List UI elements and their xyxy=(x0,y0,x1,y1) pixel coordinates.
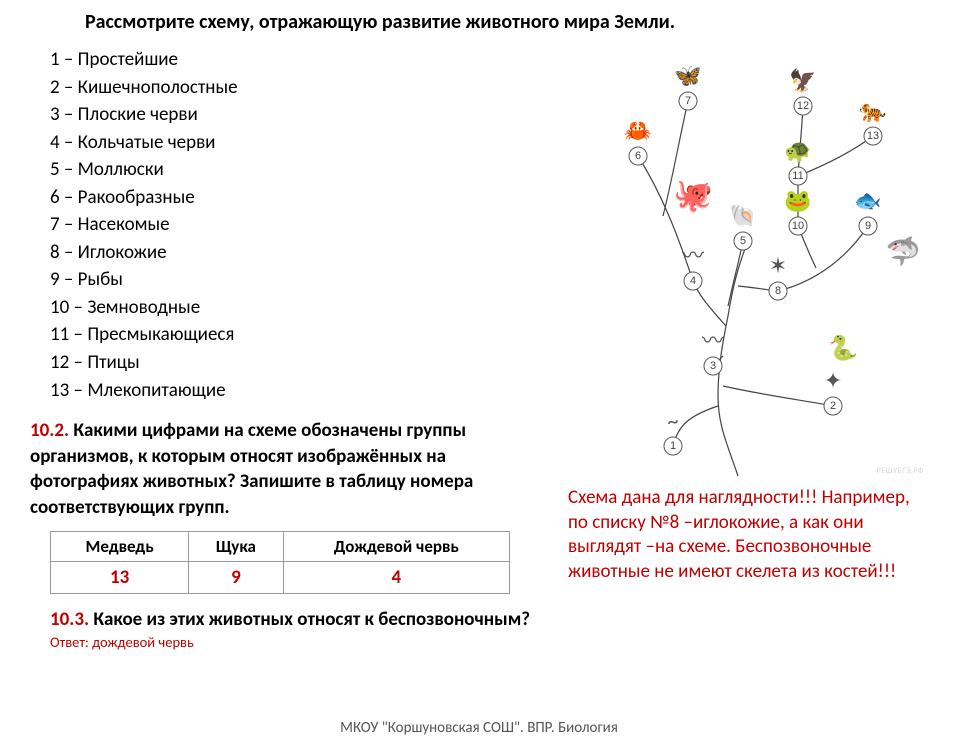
legend-item: 5 – Моллюски xyxy=(50,156,548,184)
animal-glyph-10: 🐸 xyxy=(784,187,811,214)
table-cell: 9 xyxy=(189,561,284,593)
octopus-icon: 🐙 xyxy=(673,176,713,215)
evolution-tree-diagram: 🐙 🦈 🐍 ~1 ✦ 2 〰 3 〰 4 🐚 5 🦀 6 🦋 7 ✶ 8 🐟 9 🐸 10 🐢 11 🦅 12 🐅 13 РЕШ… xyxy=(568,46,928,476)
legend-list: 1 – Простейшие 2 – Кишечнополостные 3 – … xyxy=(30,46,548,404)
snake-icon: 🐍 xyxy=(828,334,858,363)
node-label-8: 8 xyxy=(775,285,781,297)
question-number: 10.3. xyxy=(50,608,89,631)
answer-line: Ответ: дождевой червь xyxy=(50,633,548,651)
content-row: 1 – Простейшие 2 – Кишечнополостные 3 – … xyxy=(30,46,928,651)
legend-item: 4 – Кольчатые черви xyxy=(50,129,548,157)
animal-glyph-1: ~ xyxy=(668,407,679,434)
legend-item: 6 – Ракообразные xyxy=(50,184,548,212)
node-label-13: 13 xyxy=(867,130,879,142)
node-label-7: 7 xyxy=(685,95,691,107)
shark-icon: 🦈 xyxy=(886,234,921,269)
node-label-3: 3 xyxy=(710,360,716,372)
legend-item: 11 – Пресмыкающиеся xyxy=(50,321,548,349)
node-label-1: 1 xyxy=(670,440,676,452)
legend-item: 8 – Иглокожие xyxy=(50,239,548,267)
question-10-2: 10.2. Какими цифрами на схеме обозначены… xyxy=(30,418,548,521)
legend-item: 1 – Простейшие xyxy=(50,46,548,74)
animal-glyph-13: 🐅 xyxy=(859,97,886,124)
table-header: Медведь xyxy=(51,531,189,561)
page-footer: МКОУ "Коршуновская СОШ". ВПР. Биология xyxy=(0,719,958,737)
animal-glyph-4: 〰 xyxy=(682,242,704,269)
node-label-10: 10 xyxy=(792,220,804,232)
legend-item: 13 – Млекопитающие xyxy=(50,377,548,405)
table-cell: 13 xyxy=(51,561,189,593)
question-10-3: 10.3. Какое из этих животных относят к б… xyxy=(50,608,548,631)
animal-glyph-5: 🐚 xyxy=(729,202,756,229)
node-label-5: 5 xyxy=(740,235,746,247)
page-title: Рассмотрите схему, отражающую развитие ж… xyxy=(30,10,928,34)
question-number: 10.2. xyxy=(30,419,69,442)
legend-item: 9 – Рыбы xyxy=(50,266,548,294)
animal-glyph-8: ✶ xyxy=(769,252,787,279)
table-cell: 4 xyxy=(283,561,509,593)
node-label-6: 6 xyxy=(635,150,641,162)
answer-value: дождевой червь xyxy=(92,633,194,651)
node-label-11: 11 xyxy=(792,170,803,182)
animal-glyph-6: 🦀 xyxy=(624,117,651,144)
legend-item: 12 – Птицы xyxy=(50,349,548,377)
node-label-9: 9 xyxy=(865,220,871,232)
animal-glyph-7: 🦋 xyxy=(674,62,701,89)
question-text-body: Какими цифрами на схеме обозначены групп… xyxy=(30,419,473,519)
legend-item: 10 – Земноводные xyxy=(50,294,548,322)
animal-glyph-3: 〰 xyxy=(702,327,724,354)
question-text-body: Какое из этих животных относят к беспозв… xyxy=(93,608,530,631)
answer-table: Медведь Щука Дождевой червь 13 9 4 xyxy=(50,531,548,594)
table-header: Дождевой червь xyxy=(283,531,509,561)
watermark: РЕШУЕГЭ.РФ xyxy=(877,466,925,476)
legend-item: 3 – Плоские черви xyxy=(50,101,548,129)
legend-item: 7 – Насекомые xyxy=(50,211,548,239)
explanation-note: Схема дана для наглядности!!! Например, … xyxy=(568,486,928,585)
table-header: Щука xyxy=(189,531,284,561)
node-label-12: 12 xyxy=(797,100,809,112)
left-column: 1 – Простейшие 2 – Кишечнополостные 3 – … xyxy=(30,46,548,651)
right-column: 🐙 🦈 🐍 ~1 ✦ 2 〰 3 〰 4 🐚 5 🦀 6 🦋 7 ✶ 8 🐟 9 🐸 10 🐢 11 🦅 12 🐅 13 РЕШ… xyxy=(568,46,928,651)
node-label-2: 2 xyxy=(830,400,836,412)
node-label-4: 4 xyxy=(690,275,696,287)
legend-item: 2 – Кишечнополостные xyxy=(50,74,548,102)
answer-label: Ответ: xyxy=(50,633,92,651)
animal-glyph-9: 🐟 xyxy=(854,187,881,214)
animal-glyph-11: 🐢 xyxy=(784,137,811,164)
animal-glyph-2: ✦ xyxy=(824,367,842,394)
tree-svg: 🐙 🦈 🐍 ~1 ✦ 2 〰 3 〰 4 🐚 5 🦀 6 🦋 7 ✶ 8 🐟 9 🐸 10 🐢 11 🦅 12 🐅 13 xyxy=(568,46,928,476)
animal-glyph-12: 🦅 xyxy=(789,67,816,94)
